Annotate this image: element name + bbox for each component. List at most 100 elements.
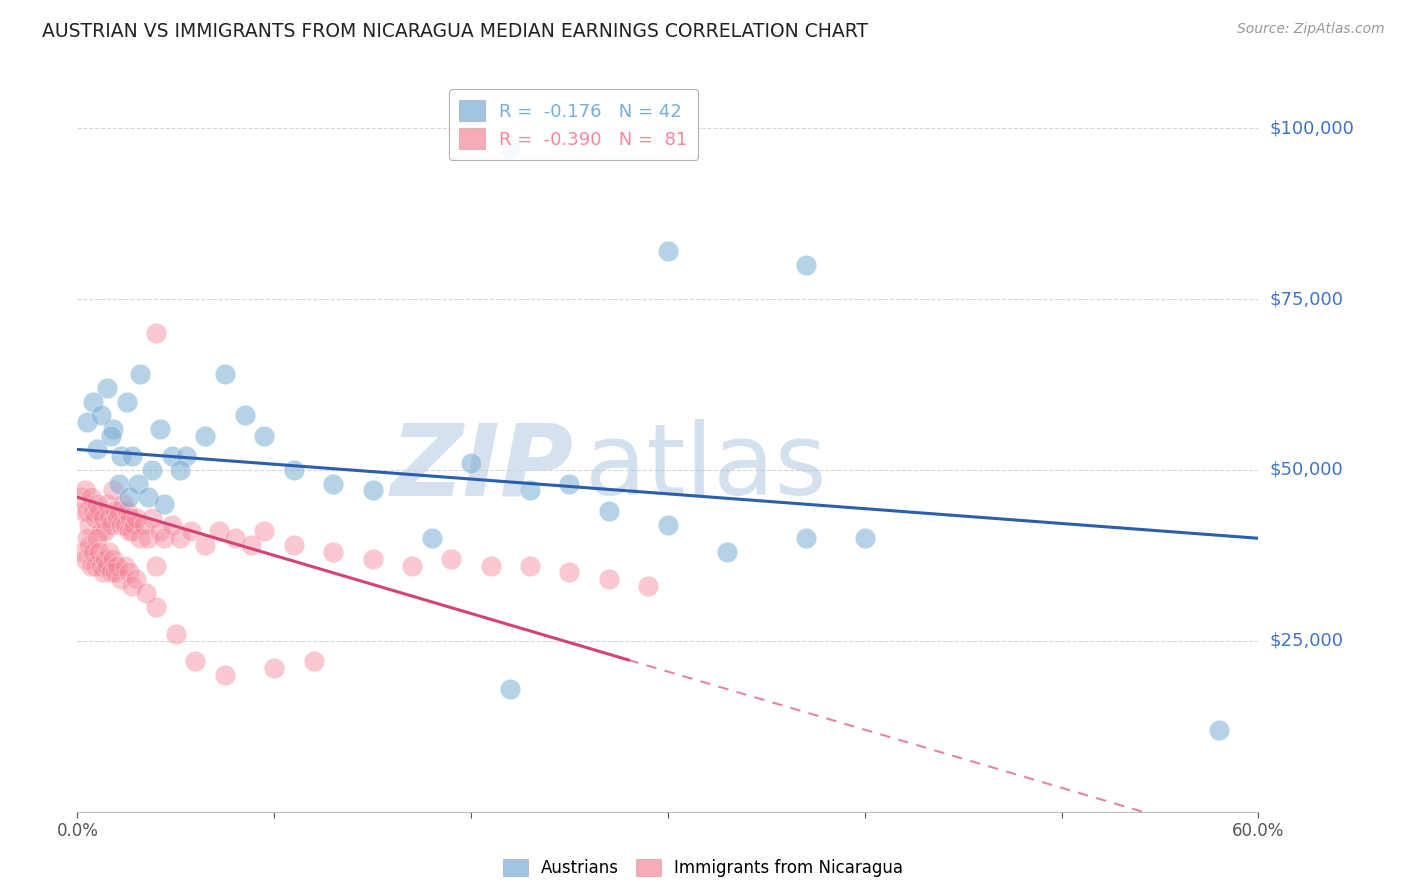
Point (117, 490, 139, 504)
Point (214, 368, 236, 382)
Point (129, 368, 152, 382)
Point (124, 517, 146, 532)
Point (180, 524, 202, 539)
Point (420, 531, 443, 545)
Point (208, 524, 231, 539)
Point (224, 531, 246, 545)
Point (86, 497, 108, 511)
Point (91, 566, 114, 580)
Point (107, 476, 129, 491)
Point (121, 579, 143, 593)
Point (114, 558, 136, 573)
Point (194, 538, 217, 552)
Point (90, 409, 112, 423)
Point (519, 558, 541, 573)
Point (153, 531, 176, 545)
Point (97, 510, 120, 524)
Point (149, 422, 172, 436)
Point (77, 538, 100, 552)
Point (91, 510, 114, 524)
Point (239, 538, 262, 552)
Point (94, 551, 117, 566)
Point (794, 531, 817, 545)
Point (160, 449, 183, 463)
Point (160, 517, 183, 532)
Point (145, 599, 167, 614)
Point (479, 558, 502, 573)
Point (558, 566, 581, 580)
Point (114, 517, 136, 532)
Point (90, 524, 112, 539)
Point (121, 449, 143, 463)
Point (72, 545, 94, 559)
Legend: R =  -0.176   N = 42, R =  -0.390   N =  81: R = -0.176 N = 42, R = -0.390 N = 81 (449, 89, 699, 160)
Point (401, 558, 423, 573)
Point (100, 566, 122, 580)
Point (134, 517, 156, 532)
Point (145, 326, 167, 341)
Point (136, 490, 159, 504)
Text: AUSTRIAN VS IMMIGRANTS FROM NICARAGUA MEDIAN EARNINGS CORRELATION CHART: AUSTRIAN VS IMMIGRANTS FROM NICARAGUA ME… (42, 22, 869, 41)
Point (107, 504, 129, 518)
Point (110, 517, 132, 532)
Point (194, 429, 217, 443)
Point (101, 422, 124, 436)
Point (87, 504, 110, 518)
Point (75, 551, 97, 566)
Point (82, 545, 104, 559)
Point (141, 510, 163, 524)
Point (283, 463, 305, 477)
Point (129, 531, 152, 545)
Point (97, 545, 120, 559)
Point (499, 681, 522, 696)
Text: $50,000: $50,000 (1270, 461, 1343, 479)
Point (77, 517, 100, 532)
Point (657, 517, 679, 532)
Point (100, 429, 122, 443)
Point (149, 524, 172, 539)
Point (82, 504, 104, 518)
Point (87, 545, 110, 559)
Point (127, 476, 149, 491)
Point (153, 497, 176, 511)
Point (110, 572, 132, 586)
Text: $75,000: $75,000 (1270, 290, 1344, 308)
Point (96, 497, 118, 511)
Text: ZIP: ZIP (391, 419, 574, 516)
Point (1208, 723, 1230, 737)
Point (84, 558, 107, 573)
Point (70, 490, 93, 504)
Point (94, 524, 117, 539)
Point (174, 449, 197, 463)
Point (794, 258, 817, 272)
Point (104, 566, 127, 580)
Point (637, 579, 659, 593)
Point (86, 442, 108, 457)
Point (716, 545, 738, 559)
Point (101, 483, 124, 498)
Point (283, 538, 305, 552)
Point (136, 531, 159, 545)
Point (598, 572, 620, 586)
Point (115, 394, 138, 409)
Point (101, 551, 124, 566)
Text: atlas: atlas (585, 419, 827, 516)
Point (184, 654, 207, 668)
Point (141, 463, 163, 477)
Point (80, 558, 103, 573)
Point (253, 429, 276, 443)
Point (90, 558, 112, 573)
Point (76, 504, 98, 518)
Point (117, 566, 139, 580)
Point (214, 668, 236, 682)
Point (110, 449, 132, 463)
Point (598, 504, 620, 518)
Point (111, 497, 134, 511)
Point (165, 627, 187, 641)
Point (169, 531, 191, 545)
Point (75, 483, 97, 498)
Point (460, 456, 482, 470)
Point (121, 524, 143, 539)
Point (100, 517, 122, 532)
Point (233, 409, 256, 423)
